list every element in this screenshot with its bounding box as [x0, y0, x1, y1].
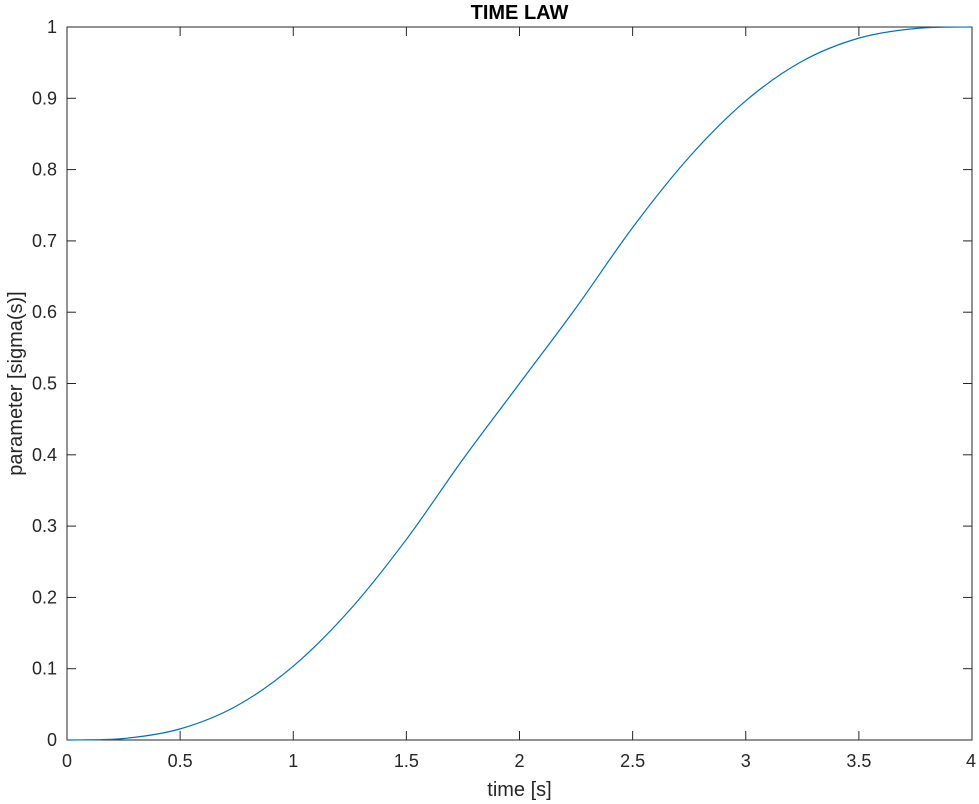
x-tick-label: 3	[741, 751, 751, 771]
x-tick-label: 4	[966, 751, 976, 771]
x-tick-label: 3.5	[846, 751, 871, 771]
x-tick-label: 2.5	[620, 751, 645, 771]
y-tick-label: 0	[47, 730, 57, 750]
y-tick-label: 0.9	[32, 88, 57, 108]
y-axis-label: parameter [sigma(s)]	[5, 291, 27, 476]
series-line	[66, 26, 973, 741]
y-tick-label: 1	[47, 17, 57, 37]
y-tick-label: 0.1	[32, 659, 57, 679]
y-tick-label: 0.4	[32, 445, 57, 465]
y-tick-label: 0.8	[32, 160, 57, 180]
x-tick-label: 1.5	[394, 751, 419, 771]
x-tick-label: 0	[62, 751, 72, 771]
y-tick-label: 0.5	[32, 374, 57, 394]
x-tick-label: 2	[514, 751, 524, 771]
chart-title: TIME LAW	[471, 2, 569, 24]
x-axis-label: time [s]	[487, 779, 551, 801]
x-tick-label: 0.5	[168, 751, 193, 771]
x-tick-label: 1	[288, 751, 298, 771]
y-tick-label: 0.3	[32, 516, 57, 536]
y-tick-label: 0.2	[32, 587, 57, 607]
tick-labels: 0 0.5 1 1.5 2 2.5 3 3.5 4 0 0.1 0.2 0.3 0.4 0.5 0.6 0.7 0…	[32, 17, 976, 771]
y-tick-label: 0.6	[32, 302, 57, 322]
y-tick-label: 0.7	[32, 231, 57, 251]
